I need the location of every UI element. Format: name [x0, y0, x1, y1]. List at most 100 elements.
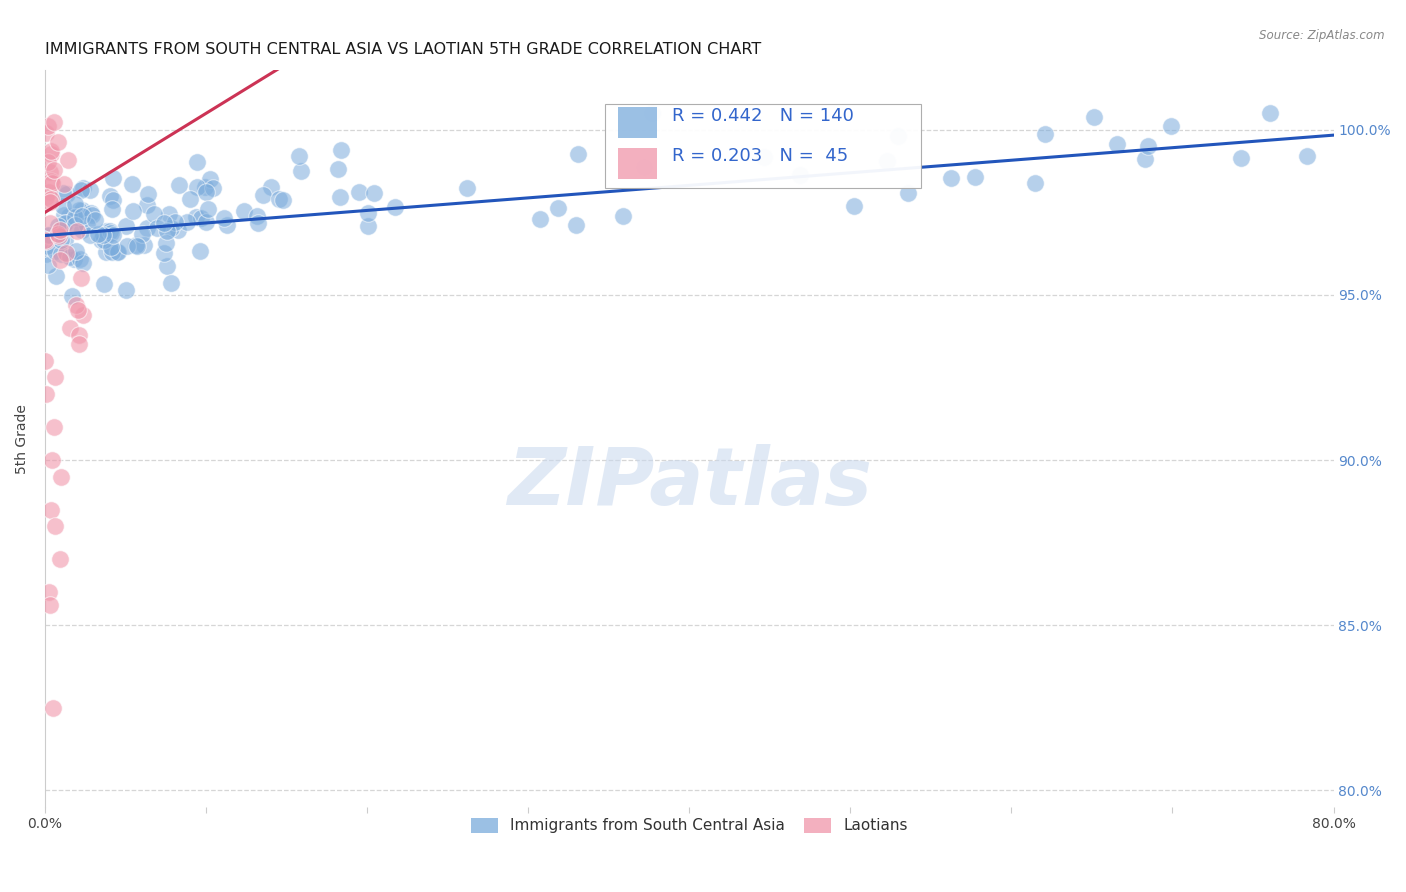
- Point: [456, 181, 478, 195]
- Point: [87, 227, 110, 241]
- Point: [125, 238, 148, 252]
- Point: [70, 202, 93, 217]
- Point: [197, 202, 219, 216]
- Point: [72, 256, 94, 270]
- Point: [100, 226, 122, 240]
- Point: [49, 253, 72, 268]
- Point: [72, 181, 94, 195]
- Point: [101, 170, 124, 185]
- Legend: Immigrants from South Central Asia, Laotians: Immigrants from South Central Asia, Laot…: [464, 812, 914, 839]
- Point: [52, 186, 75, 200]
- Point: [1024, 176, 1046, 190]
- Point: [212, 211, 235, 225]
- Point: [136, 198, 159, 212]
- Point: [186, 211, 208, 225]
- Point: [70, 270, 93, 285]
- Point: [1033, 128, 1056, 142]
- Point: [65, 211, 87, 225]
- Point: [121, 178, 143, 192]
- Point: [67, 327, 90, 342]
- Point: [39, 227, 62, 242]
- Point: [136, 186, 159, 201]
- Point: [100, 189, 122, 203]
- Point: [363, 186, 385, 200]
- Point: [290, 163, 312, 178]
- Point: [58, 209, 80, 223]
- Point: [326, 162, 349, 177]
- Point: [288, 149, 311, 163]
- Point: [38, 585, 60, 599]
- Point: [56, 187, 79, 202]
- Point: [94, 224, 117, 238]
- Point: [329, 143, 352, 157]
- Point: [1296, 149, 1319, 163]
- Point: [93, 277, 115, 292]
- Point: [35, 190, 58, 204]
- Point: [39, 192, 62, 206]
- Point: [194, 185, 217, 199]
- Point: [267, 192, 290, 206]
- Point: [44, 420, 66, 434]
- Point: [37, 238, 59, 252]
- Text: IMMIGRANTS FROM SOUTH CENTRAL ASIA VS LAOTIAN 5TH GRADE CORRELATION CHART: IMMIGRANTS FROM SOUTH CENTRAL ASIA VS LA…: [45, 42, 761, 57]
- Point: [160, 221, 183, 235]
- Point: [1083, 110, 1105, 124]
- Point: [42, 162, 65, 177]
- Text: Source: ZipAtlas.com: Source: ZipAtlas.com: [1260, 29, 1385, 42]
- Point: [247, 216, 270, 230]
- Point: [167, 178, 190, 193]
- Point: [65, 244, 87, 258]
- Point: [93, 227, 115, 242]
- Point: [39, 194, 62, 209]
- Point: [529, 211, 551, 226]
- FancyBboxPatch shape: [619, 107, 657, 138]
- Point: [59, 251, 82, 265]
- Point: [131, 227, 153, 242]
- Point: [58, 153, 80, 167]
- Point: [115, 283, 138, 297]
- Point: [80, 208, 103, 222]
- Point: [52, 219, 75, 233]
- Point: [49, 246, 72, 260]
- Point: [101, 202, 124, 216]
- Point: [329, 190, 352, 204]
- Point: [52, 199, 75, 213]
- Point: [198, 172, 221, 186]
- Point: [789, 168, 811, 182]
- Point: [39, 164, 62, 178]
- Point: [155, 224, 177, 238]
- Point: [194, 214, 217, 228]
- Point: [39, 502, 62, 516]
- Point: [44, 519, 66, 533]
- Point: [179, 192, 201, 206]
- Point: [101, 228, 124, 243]
- Point: [46, 219, 69, 233]
- Point: [38, 599, 60, 613]
- Point: [1133, 152, 1156, 166]
- Point: [176, 215, 198, 229]
- Point: [42, 700, 65, 714]
- Point: [69, 252, 91, 266]
- Point: [155, 236, 177, 251]
- Text: R = 0.203   N =  45: R = 0.203 N = 45: [672, 147, 849, 165]
- Point: [100, 240, 122, 254]
- Point: [70, 184, 93, 198]
- Point: [115, 219, 138, 234]
- Point: [384, 200, 406, 214]
- Point: [76, 218, 98, 232]
- Point: [217, 219, 239, 233]
- Point: [1137, 138, 1160, 153]
- Point: [153, 216, 176, 230]
- FancyBboxPatch shape: [619, 148, 657, 178]
- Point: [186, 155, 208, 169]
- Point: [201, 181, 224, 195]
- Point: [357, 206, 380, 220]
- Point: [1160, 119, 1182, 133]
- Point: [101, 193, 124, 207]
- Point: [94, 245, 117, 260]
- Point: [186, 180, 208, 194]
- FancyBboxPatch shape: [606, 103, 921, 188]
- Point: [246, 209, 269, 223]
- Point: [1258, 106, 1281, 120]
- Point: [754, 150, 776, 164]
